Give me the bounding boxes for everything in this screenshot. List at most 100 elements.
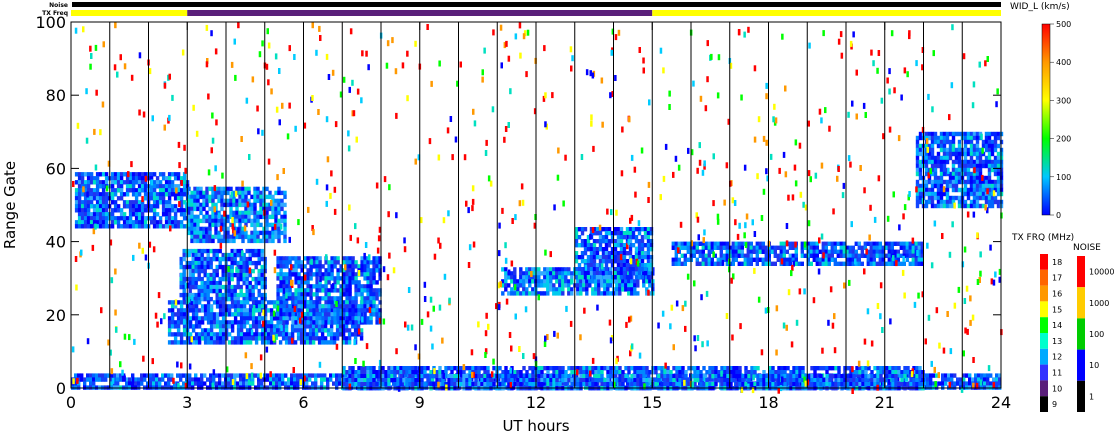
data-cell — [574, 255, 579, 260]
data-cell — [236, 268, 240, 274]
data-cell — [149, 204, 154, 209]
data-cell — [239, 308, 244, 313]
data-cell — [728, 249, 732, 254]
data-cell — [881, 261, 885, 266]
data-cell — [344, 340, 349, 345]
data-cell — [942, 191, 947, 197]
data-cell — [137, 216, 142, 221]
data-cell — [190, 226, 194, 232]
data-cell — [260, 340, 265, 345]
data-cell — [908, 261, 912, 266]
data-cell — [354, 288, 358, 293]
data-cell — [188, 268, 192, 274]
data-cell — [83, 208, 88, 213]
data-cell — [155, 373, 159, 378]
data-cell — [552, 271, 556, 276]
data-cell — [471, 366, 475, 371]
data-cell — [339, 312, 343, 317]
data-cell — [933, 163, 938, 169]
data-cell — [314, 332, 319, 337]
data-cell — [257, 332, 262, 337]
data-cell — [297, 256, 301, 261]
data-cell — [200, 373, 204, 378]
data-cell — [519, 374, 523, 379]
data-cell — [522, 291, 526, 296]
data-cell — [339, 268, 343, 273]
data-cell — [372, 374, 376, 379]
data-cell — [869, 261, 873, 266]
data-cell — [350, 324, 355, 329]
data-cell — [746, 249, 750, 254]
data-cell — [336, 308, 340, 313]
data-cell — [914, 245, 918, 250]
data-cell — [209, 284, 213, 290]
data-cell — [179, 204, 184, 209]
data-cell — [975, 183, 980, 189]
data-cell — [354, 316, 358, 321]
data-cell — [761, 257, 765, 262]
data-cell — [271, 234, 275, 240]
data-cell — [113, 220, 118, 225]
data-cell — [974, 377, 978, 382]
data-cell — [326, 328, 331, 333]
data-cell — [244, 206, 248, 212]
data-cell — [223, 238, 227, 244]
data-cell — [203, 272, 207, 278]
data-cell — [206, 377, 210, 382]
data-cell — [309, 296, 313, 301]
data-cell — [324, 268, 328, 273]
data-cell — [238, 234, 242, 240]
data-cell — [987, 147, 992, 153]
data-cell — [561, 271, 565, 276]
data-cell — [920, 253, 924, 258]
data-cell — [104, 180, 109, 185]
data-cell — [320, 332, 325, 337]
data-cell — [203, 316, 208, 321]
data-cell — [924, 179, 929, 185]
data-cell — [734, 241, 738, 246]
data-cell — [579, 287, 583, 292]
data-cell — [528, 291, 532, 296]
data-cell — [95, 204, 100, 209]
data-cell — [299, 340, 304, 345]
data-cell — [193, 222, 197, 228]
data-cell — [338, 377, 342, 382]
data-cell — [749, 241, 753, 246]
data-cell — [197, 381, 201, 386]
data-cell — [263, 308, 268, 313]
data-cell — [911, 249, 915, 254]
data-cell — [896, 257, 900, 262]
data-cell — [194, 324, 199, 329]
data-cell — [782, 249, 786, 254]
data-cell — [230, 284, 234, 290]
data-cell — [245, 332, 250, 337]
data-cell — [809, 241, 813, 246]
data-cell — [239, 320, 244, 325]
data-cell — [315, 276, 319, 281]
data-cell — [280, 202, 284, 208]
data-cell — [336, 276, 340, 281]
data-cell — [300, 320, 304, 325]
data-cell — [167, 328, 172, 333]
data-cell — [839, 241, 843, 246]
data-cell — [342, 256, 346, 261]
data-cell — [941, 377, 945, 382]
data-cell — [170, 192, 175, 197]
data-cell — [743, 261, 747, 266]
data-cell — [915, 143, 920, 149]
data-cell — [238, 190, 242, 196]
data-cell — [785, 261, 789, 266]
data-cell — [839, 253, 843, 258]
data-cell — [990, 139, 995, 145]
data-cell — [339, 316, 343, 321]
data-cell — [595, 227, 600, 232]
data-cell — [89, 200, 94, 205]
data-cell — [351, 296, 355, 301]
data-cell — [800, 253, 804, 258]
data-cell — [327, 308, 331, 313]
data-cell — [969, 135, 974, 141]
data-cell — [510, 366, 514, 371]
data-cell — [613, 231, 618, 236]
data-cell — [277, 218, 281, 224]
data-cell — [74, 224, 79, 229]
